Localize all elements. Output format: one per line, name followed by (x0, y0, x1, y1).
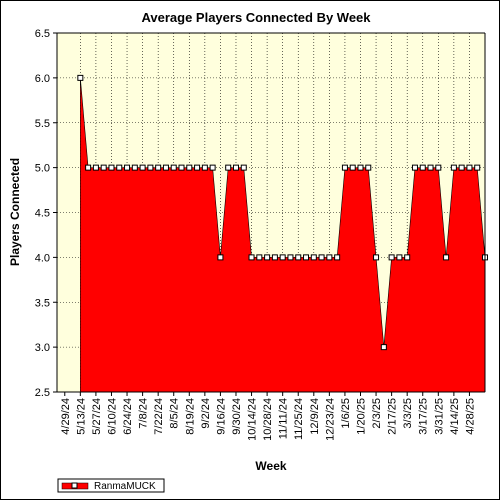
x-tick-label: 7/8/24 (138, 398, 150, 429)
y-tick-label: 3.5 (35, 297, 50, 309)
data-point-marker (77, 74, 84, 81)
data-point-marker (264, 254, 271, 261)
x-tick-label: 8/5/24 (169, 398, 181, 429)
x-tick-label: 6/24/24 (122, 398, 134, 435)
data-point-marker (131, 164, 138, 171)
data-point-marker (427, 164, 434, 171)
y-tick-label: 2.5 (35, 387, 50, 399)
data-point-marker (318, 254, 325, 261)
data-point-marker (388, 254, 395, 261)
data-point-marker (256, 254, 263, 261)
data-point-marker (194, 164, 201, 171)
axes (56, 32, 486, 393)
y-tick-label: 4.5 (35, 208, 50, 220)
data-point-marker (357, 164, 364, 171)
data-point-marker (100, 164, 107, 171)
y-tick-label: 3.0 (35, 342, 50, 354)
y-axis-label: Players Connected (8, 158, 22, 266)
data-point-marker (450, 164, 457, 171)
data-point-marker (162, 164, 169, 171)
y-tick-labels: 2.5 3.0 3.5 4.0 4.5 5.0 5.5 6.0 6.5 (35, 28, 57, 399)
data-point-marker (373, 254, 380, 261)
data-point-marker (139, 164, 146, 171)
data-point-marker (310, 254, 317, 261)
data-point-marker (232, 164, 239, 171)
data-point-marker (396, 254, 403, 261)
x-axis-label: Week (255, 459, 286, 473)
data-point-marker (334, 254, 341, 261)
x-tick-label: 9/2/24 (200, 398, 212, 429)
data-point-marker (271, 254, 278, 261)
legend-marker (71, 482, 78, 489)
legend-label: RanmaMUCK (94, 481, 156, 492)
data-point-marker (349, 164, 356, 171)
data-point-marker (435, 164, 442, 171)
data-point-marker (108, 164, 115, 171)
data-point-marker (303, 254, 310, 261)
data-point-marker (466, 164, 473, 171)
y-tick-label: 5.0 (35, 163, 50, 175)
x-tick-label: 4/29/24 (60, 398, 72, 435)
x-tick-label: 11/25/24 (293, 398, 305, 440)
legend: RanmaMUCK (57, 478, 165, 493)
data-point-marker (209, 164, 216, 171)
y-tick-label: 5.5 (35, 118, 50, 130)
y-tick-label: 6.5 (35, 28, 50, 40)
data-point-marker (240, 164, 247, 171)
data-point-marker (248, 254, 255, 261)
data-point-marker (201, 164, 208, 171)
data-point-marker (116, 164, 123, 171)
data-point-marker (411, 164, 418, 171)
x-tick-label: 9/30/24 (231, 398, 243, 435)
x-tick-label: 5/27/24 (91, 398, 103, 435)
data-point-marker (225, 164, 232, 171)
x-tick-label: 3/31/25 (433, 398, 445, 435)
x-tick-label: 12/9/24 (309, 398, 321, 435)
data-point-marker (365, 164, 372, 171)
data-point-marker (474, 164, 481, 171)
data-point-marker (458, 164, 465, 171)
x-tick-label: 1/6/25 (340, 398, 352, 429)
data-point-marker (380, 344, 387, 351)
x-tick-label: 5/13/24 (75, 398, 87, 435)
data-point-marker (186, 164, 193, 171)
data-point-marker (419, 164, 426, 171)
x-tick-label: 3/17/25 (418, 398, 430, 435)
data-point-marker (326, 254, 333, 261)
data-point-marker (279, 254, 286, 261)
x-tick-label: 10/28/24 (262, 398, 274, 441)
y-tick-label: 4.0 (35, 252, 50, 264)
chart-title: Average Players Connected By Week (141, 10, 371, 25)
marker-layer (77, 74, 488, 351)
data-point-marker (92, 164, 99, 171)
x-tick-label: 8/19/24 (184, 398, 196, 435)
x-tick-label: 2/17/25 (387, 398, 399, 435)
x-tick-label: 10/14/24 (247, 398, 259, 441)
data-point-marker (287, 254, 294, 261)
data-point-marker (341, 164, 348, 171)
data-point-marker (155, 164, 162, 171)
x-tick-label: 3/3/25 (402, 398, 414, 429)
x-tick-label: 1/20/25 (355, 398, 367, 435)
data-point-marker (147, 164, 154, 171)
x-tick-label: 9/16/24 (215, 398, 227, 435)
x-tick-label: 4/28/25 (464, 398, 476, 435)
data-point-marker (443, 254, 450, 261)
x-tick-label: 11/11/24 (278, 398, 290, 439)
x-tick-label: 2/3/25 (371, 398, 383, 429)
x-tick-label: 7/22/24 (153, 398, 165, 435)
y-tick-label: 6.0 (35, 73, 50, 85)
data-point-marker (295, 254, 302, 261)
x-tick-label: 12/23/24 (324, 398, 336, 441)
data-point-marker (85, 164, 92, 171)
data-point-marker (404, 254, 411, 261)
x-tick-label: 6/10/24 (106, 398, 118, 435)
data-point-marker (170, 164, 177, 171)
data-point-marker (124, 164, 131, 171)
x-tick-label: 4/14/25 (449, 398, 461, 435)
data-point-marker (217, 254, 224, 261)
x-tick-labels: 4/29/24 5/13/24 5/27/24 6/10/24 6/24/24 7/8/2… (60, 392, 476, 441)
data-point-marker (178, 164, 185, 171)
